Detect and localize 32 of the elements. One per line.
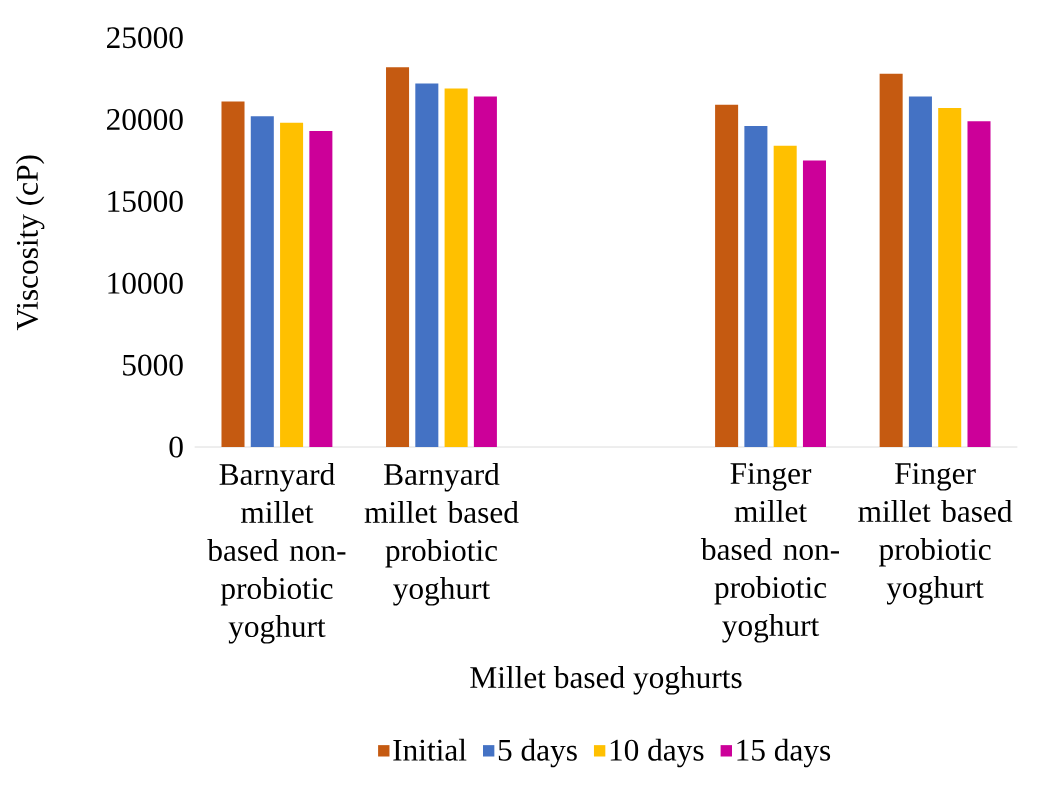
x-tick-label: Finger millet based non-probiotic yoghurt xyxy=(700,463,840,643)
y-tick-label: 25000 xyxy=(107,27,183,49)
bar xyxy=(473,96,497,447)
bar xyxy=(250,116,274,447)
legend-label: 15 days xyxy=(737,738,831,768)
y-tick-label: 10000 xyxy=(108,272,183,294)
legend-label: 5 days xyxy=(498,738,577,768)
bar xyxy=(908,96,932,447)
y-tick-label: 5000 xyxy=(123,354,183,376)
bar xyxy=(802,160,826,447)
bar xyxy=(415,83,439,447)
y-axis-title: Viscosity (cP) xyxy=(15,155,45,331)
bar xyxy=(309,130,333,447)
bar xyxy=(386,67,410,447)
legend-label: 10 days xyxy=(610,738,704,768)
bar xyxy=(280,122,304,447)
bar xyxy=(444,88,468,447)
bar xyxy=(938,108,962,447)
x-axis-title: Millet based yoghurts xyxy=(470,666,742,695)
bar xyxy=(744,126,768,447)
bar xyxy=(879,73,903,447)
x-tick-label: Barnyard millet based non-probiotic yoghurt xyxy=(207,463,346,644)
bar xyxy=(715,104,739,447)
y-tick-label: 15000 xyxy=(108,190,183,212)
x-tick-label: Finger millet based probiotic yoghurt xyxy=(858,463,1013,605)
bar xyxy=(221,101,245,447)
y-tick-label: 0 xyxy=(169,436,183,458)
y-tick-label: 20000 xyxy=(107,108,183,131)
x-tick-label: Barnyard millet based probiotic yoghurt xyxy=(364,463,519,606)
legend-label: Initial xyxy=(393,738,467,761)
bar xyxy=(967,121,991,447)
bar xyxy=(773,145,797,447)
